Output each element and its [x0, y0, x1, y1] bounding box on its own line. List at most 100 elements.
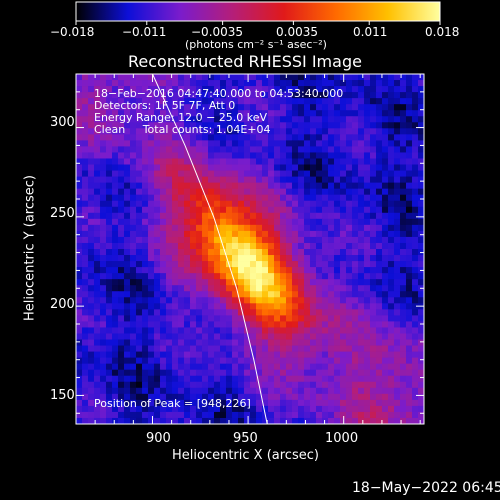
heatmap-cell	[334, 399, 341, 407]
heatmap-cell	[118, 194, 125, 202]
heatmap-cell	[118, 363, 125, 371]
heatmap-cell	[244, 206, 251, 214]
heatmap-cell	[76, 206, 83, 214]
heatmap-cell	[340, 375, 347, 383]
heatmap-cell	[190, 267, 197, 274]
chart-title: Reconstructed RHESSI Image	[128, 52, 362, 71]
heatmap-cell	[250, 236, 257, 244]
heatmap-cell	[196, 363, 203, 371]
heatmap-cell	[376, 188, 383, 196]
heatmap-cell	[202, 242, 209, 250]
heatmap-cell	[406, 80, 413, 87]
heatmap-cell	[130, 369, 137, 377]
heatmap-cell	[328, 104, 335, 111]
heatmap-cell	[214, 357, 221, 365]
heatmap-cell	[358, 393, 365, 401]
heatmap-cell	[340, 405, 347, 413]
heatmap-cell	[244, 170, 251, 177]
heatmap-cell	[184, 176, 191, 184]
heatmap-cell	[310, 98, 317, 105]
heatmap-cell	[370, 393, 377, 401]
heatmap-cell	[226, 86, 233, 93]
heatmap-cell	[346, 158, 353, 165]
heatmap-cell	[226, 218, 233, 226]
heatmap-cell	[166, 375, 173, 383]
heatmap-cell	[112, 128, 119, 135]
heatmap-cell	[166, 236, 173, 244]
heatmap-cell	[124, 303, 131, 310]
heatmap-cell	[256, 200, 263, 208]
heatmap-cell	[280, 182, 287, 190]
heatmap-cell	[148, 134, 155, 141]
heatmap-cell	[334, 182, 341, 190]
heatmap-cell	[394, 194, 401, 202]
heatmap-cell	[256, 122, 263, 129]
heatmap-cell	[316, 249, 323, 256]
heatmap-cell	[166, 279, 173, 286]
x-tick-label: 950	[233, 431, 258, 446]
heatmap-cell	[346, 170, 353, 177]
heatmap-cell	[202, 285, 209, 292]
heatmap-cell	[370, 339, 377, 346]
heatmap-cell	[106, 267, 113, 274]
heatmap-cell	[166, 255, 173, 262]
heatmap-cell	[178, 339, 185, 346]
heatmap-cell	[124, 122, 131, 129]
heatmap-cell	[106, 279, 113, 286]
heatmap-cell	[286, 212, 293, 220]
heatmap-cell	[346, 387, 353, 395]
heatmap-cell	[412, 206, 419, 214]
heatmap-cell	[112, 381, 119, 389]
heatmap-cell	[268, 230, 275, 238]
heatmap-cell	[328, 285, 335, 292]
heatmap-cell	[238, 339, 245, 346]
heatmap-cell	[88, 249, 95, 256]
heatmap-cell	[88, 375, 95, 383]
heatmap-cell	[112, 399, 119, 407]
heatmap-cell	[292, 249, 299, 256]
heatmap-cell	[292, 261, 299, 268]
heatmap-cell	[202, 200, 209, 208]
heatmap-cell	[262, 218, 269, 226]
heatmap-cell	[202, 98, 209, 105]
heatmap-cell	[244, 98, 251, 105]
heatmap-cell	[208, 152, 215, 159]
heatmap-cell	[322, 140, 329, 147]
heatmap-cell	[220, 170, 227, 177]
heatmap-cell	[136, 146, 143, 153]
heatmap-cell	[376, 297, 383, 304]
heatmap-cell	[364, 387, 371, 395]
heatmap-cell	[298, 230, 305, 238]
heatmap-cell	[88, 134, 95, 141]
heatmap-cell	[232, 152, 239, 159]
cbar-tick-label: 0.018	[425, 25, 460, 39]
heatmap-cell	[382, 393, 389, 401]
heatmap-cell	[148, 164, 155, 171]
heatmap-cell	[340, 249, 347, 256]
heatmap-cell	[76, 236, 83, 244]
heatmap-cell	[208, 80, 215, 87]
heatmap-cell	[172, 345, 179, 352]
heatmap-cell	[232, 303, 239, 310]
heatmap-cell	[268, 345, 275, 352]
heatmap-cell	[280, 405, 287, 413]
heatmap-cell	[76, 399, 83, 407]
heatmap-cell	[220, 86, 227, 93]
heatmap-cell	[238, 309, 245, 316]
heatmap-cell	[244, 188, 251, 196]
heatmap-cell	[178, 152, 185, 159]
heatmap-cell	[352, 236, 359, 244]
heatmap-cell	[208, 134, 215, 141]
heatmap-cell	[118, 387, 125, 395]
heatmap-cell	[406, 267, 413, 274]
solar-limb-curve	[152, 73, 268, 425]
heatmap-cell	[328, 309, 335, 316]
heatmap-cell	[412, 303, 419, 310]
heatmap-cell	[238, 242, 245, 250]
heatmap-cell	[196, 381, 203, 389]
heatmap-cell	[88, 417, 95, 425]
heatmap-cell	[328, 92, 335, 99]
heatmap-cell	[412, 200, 419, 208]
heatmap-cell	[196, 218, 203, 226]
heatmap-cell	[418, 140, 425, 147]
